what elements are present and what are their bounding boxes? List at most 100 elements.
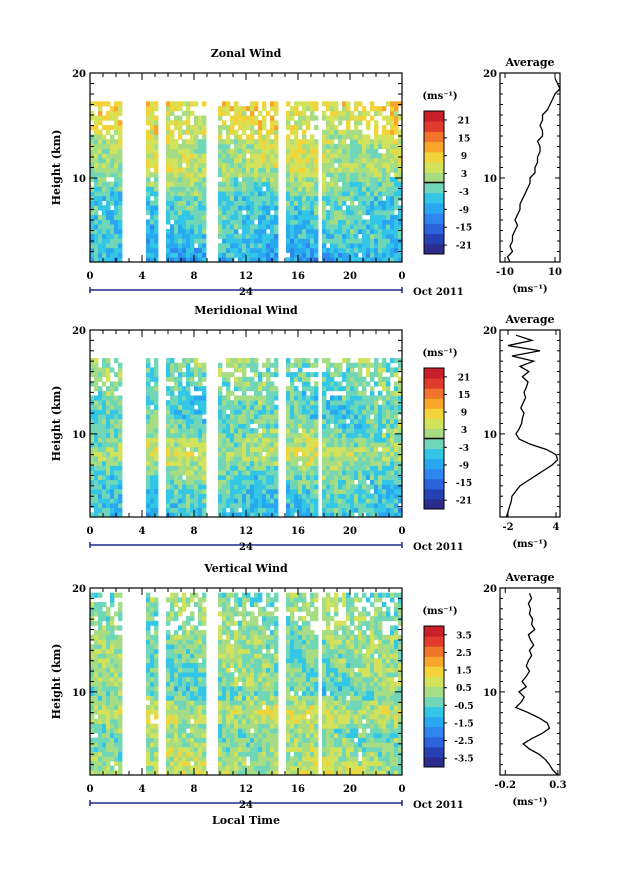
heatmap-cell — [90, 770, 95, 776]
heatmap-cell — [106, 606, 111, 612]
heatmap-cell — [174, 400, 179, 406]
heatmap-cell — [98, 606, 103, 612]
heatmap-cell — [90, 474, 95, 481]
heatmap-cell — [106, 110, 111, 116]
colorbar-swatch — [424, 458, 444, 470]
heatmap-cell — [174, 195, 179, 201]
heatmap-cell — [386, 158, 391, 164]
heatmap-cell — [294, 195, 299, 201]
heatmap-cell — [378, 176, 383, 183]
heatmap-cell — [370, 446, 375, 452]
heatmap-cell — [354, 257, 359, 263]
heatmap-cell — [110, 704, 115, 710]
heatmap-cell — [386, 428, 391, 434]
heatmap-cell — [238, 502, 243, 509]
heatmap-cell — [358, 110, 363, 116]
heatmap-cell — [294, 233, 299, 239]
heatmap-cell — [326, 158, 331, 164]
colorbar-tick-label: -9 — [459, 461, 469, 471]
heatmap-cell — [174, 404, 179, 410]
heatmap-cell — [186, 181, 191, 187]
heatmap-cell — [182, 737, 187, 743]
heatmap-cell — [286, 214, 291, 220]
heatmap-cell — [330, 129, 335, 135]
heatmap-cell — [294, 474, 299, 481]
heatmap-cell — [338, 488, 343, 495]
heatmap-cell — [146, 460, 151, 466]
heatmap-cell — [118, 700, 123, 706]
heatmap-cell — [146, 456, 151, 462]
heatmap-cell — [290, 129, 295, 135]
heatmap-cell — [118, 252, 123, 258]
heatmap-cell — [178, 737, 183, 743]
heatmap-cell — [322, 162, 327, 168]
heatmap-cell — [154, 502, 159, 509]
heatmap-cell — [102, 134, 107, 140]
heatmap-cell — [350, 367, 355, 373]
heatmap-cell — [194, 139, 199, 145]
heatmap-cell — [190, 423, 195, 429]
heatmap-cell — [110, 186, 115, 192]
heatmap-cell — [294, 186, 299, 192]
colorbar-swatch — [424, 448, 444, 460]
heatmap-cell — [102, 662, 107, 668]
heatmap-cell — [102, 507, 107, 513]
heatmap-cell — [186, 714, 191, 720]
heatmap-cell — [274, 507, 279, 513]
heatmap-cell — [334, 101, 339, 107]
heatmap-cell — [334, 479, 339, 485]
heatmap-cell — [374, 153, 379, 159]
heatmap-cell — [322, 139, 327, 145]
heatmap-cell — [98, 167, 103, 173]
heatmap-cell — [346, 120, 351, 126]
heatmap-cell — [106, 372, 111, 378]
heatmap-cell — [394, 470, 399, 476]
heatmap-cell — [146, 498, 151, 504]
heatmap-cell — [274, 479, 279, 485]
heatmap-cell — [242, 243, 247, 249]
heatmap-cell — [342, 423, 347, 429]
heatmap-cell — [342, 106, 347, 112]
heatmap-cell — [238, 456, 243, 462]
heatmap-cell — [258, 493, 263, 499]
heatmap-cell — [182, 195, 187, 201]
heatmap-cell — [190, 512, 195, 518]
heatmap-cell — [146, 644, 151, 650]
colorbar-swatch — [424, 182, 444, 194]
heatmap-cell — [102, 460, 107, 466]
heatmap-cell — [110, 167, 115, 173]
heatmap-cell — [110, 153, 115, 159]
heatmap-cell — [250, 243, 255, 249]
heatmap-cell — [150, 620, 155, 626]
heatmap-cell — [258, 502, 263, 509]
heatmap-cell — [386, 238, 391, 244]
heatmap-cell — [114, 456, 119, 462]
heatmap-cell — [186, 148, 191, 154]
heatmap-cell — [174, 732, 179, 738]
heatmap-cell — [90, 381, 95, 387]
heatmap-cell — [90, 134, 95, 140]
heatmap-cell — [394, 176, 399, 183]
heatmap-cell — [106, 488, 111, 495]
heatmap-cell — [182, 362, 187, 368]
heatmap-cell — [178, 460, 183, 466]
heatmap-cell — [270, 479, 275, 485]
heatmap-cell — [190, 488, 195, 495]
heatmap-cell — [102, 181, 107, 187]
heatmap-cell — [186, 653, 191, 659]
heatmap-cell — [370, 247, 375, 253]
heatmap-cell — [314, 115, 319, 121]
profile-title: Average — [504, 313, 554, 326]
heatmap-cell — [174, 257, 179, 263]
heatmap-cell — [262, 228, 267, 235]
heatmap-cell — [106, 451, 111, 457]
heatmap-cell — [186, 367, 191, 373]
heatmap-cell — [270, 101, 275, 107]
heatmap-cell — [250, 456, 255, 462]
heatmap-cell — [346, 498, 351, 504]
heatmap-cell — [266, 162, 271, 168]
heatmap-cell — [118, 224, 123, 230]
heatmap-cell — [90, 148, 95, 154]
heatmap-cell — [270, 252, 275, 258]
heatmap-cell — [314, 358, 319, 364]
